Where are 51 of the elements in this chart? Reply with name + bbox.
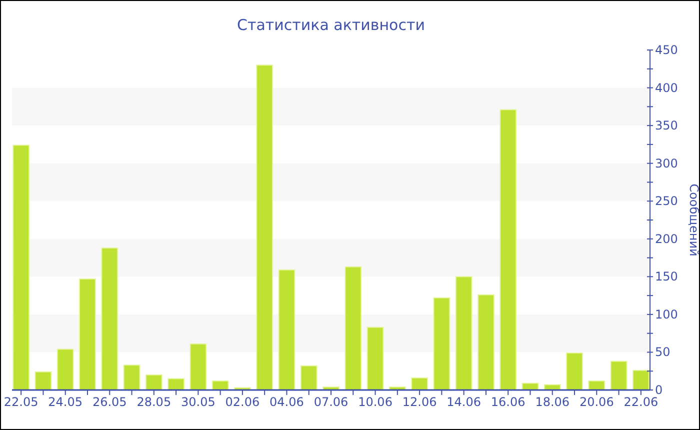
- x-tick-label: 26.05: [92, 395, 127, 409]
- y-tick-label: 450: [655, 43, 678, 57]
- y-tick-label: 400: [655, 80, 678, 95]
- y-axis-title: Сообщений: [687, 184, 700, 256]
- x-tick-label: 04.06: [270, 395, 304, 409]
- x-tick-label: 20.06: [579, 395, 614, 409]
- y-tick-label: 250: [655, 194, 678, 208]
- bar: [566, 352, 583, 390]
- y-tick-label: 350: [655, 118, 678, 133]
- x-tick-label: 12.06: [402, 395, 437, 409]
- bar: [123, 364, 140, 390]
- x-tick-label: 28.05: [136, 395, 172, 409]
- bar: [344, 266, 362, 390]
- bar: [411, 377, 428, 390]
- bar: [56, 348, 74, 390]
- bar: [455, 276, 472, 390]
- bar: [278, 269, 296, 390]
- bar: [500, 109, 517, 390]
- y-tick-label: 150: [655, 270, 678, 284]
- chart-title: Статистика активности: [237, 16, 425, 34]
- bar: [34, 371, 52, 390]
- x-tick-label: 10.06: [358, 395, 392, 409]
- bar: [632, 370, 650, 390]
- bar: [588, 380, 606, 390]
- bar: [610, 360, 628, 390]
- bar: [12, 144, 30, 390]
- y-tick-label: 300: [655, 156, 678, 170]
- x-tick-label: 16.06: [490, 395, 526, 409]
- bar: [145, 374, 162, 390]
- x-tick-label: 18.06: [535, 395, 570, 409]
- x-tick-label: 22.06: [624, 395, 658, 409]
- y-tick-label: 50: [655, 345, 670, 360]
- x-tick-label: 07.06: [314, 395, 348, 409]
- bar: [477, 294, 494, 390]
- y-tick-label: 100: [655, 307, 678, 322]
- x-tick-label: 30.05: [180, 395, 216, 409]
- bar: [101, 247, 118, 390]
- bar: [212, 380, 229, 390]
- x-tick-label: 22.05: [4, 395, 38, 409]
- bar: [433, 297, 450, 390]
- x-tick-label: 24.05: [48, 395, 83, 409]
- x-tick-label: 14.06: [446, 395, 482, 409]
- x-tick-label: 02.06: [225, 395, 260, 409]
- y-tick-label: 200: [655, 232, 678, 246]
- bar: [168, 378, 185, 390]
- bar: [366, 326, 384, 390]
- y-tick-label: 0: [655, 383, 663, 397]
- bar: [300, 365, 318, 390]
- bar: [256, 64, 274, 390]
- bar: [190, 343, 207, 390]
- bar: [79, 278, 96, 390]
